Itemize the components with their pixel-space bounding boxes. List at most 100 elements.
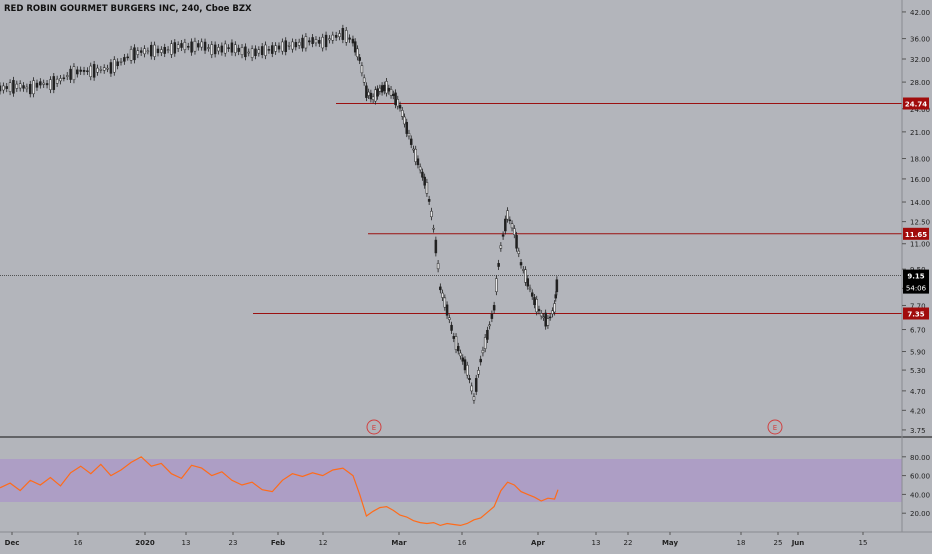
price-tick-label: 14.00: [910, 199, 930, 207]
earnings-marker-label: E: [372, 424, 376, 432]
candle-body: [497, 263, 500, 267]
candle-body: [0, 85, 2, 92]
candle-body: [190, 41, 193, 53]
candle-body: [163, 46, 166, 54]
candle-body: [8, 82, 12, 92]
candle-body: [499, 245, 503, 249]
level-price-text: 11.65: [905, 231, 927, 239]
candle-body: [146, 50, 150, 53]
candle-body: [277, 45, 281, 50]
time-tick-label: 13: [182, 539, 191, 547]
candle-body: [398, 104, 402, 109]
chart-title: RED ROBIN GOURMET BURGERS INC, 240, Cboe…: [4, 4, 252, 14]
rsi-tick-label: 60.00: [910, 473, 930, 481]
candle-body: [25, 86, 29, 90]
candle-body: [113, 59, 116, 73]
candle-body: [513, 228, 516, 235]
candle-body: [416, 158, 420, 166]
price-tick-label: 24.00: [910, 106, 930, 114]
price-tick-label: 4.70: [910, 388, 926, 396]
candle-body: [331, 34, 335, 41]
countdown-text: 54:06: [906, 285, 927, 293]
candle-body: [136, 50, 140, 55]
candle-body: [418, 166, 422, 171]
candle-body: [133, 47, 136, 61]
candle-body: [501, 234, 505, 237]
candle-body: [180, 43, 183, 48]
candle-body: [423, 176, 426, 186]
horizontal-levels[interactable]: [0, 103, 902, 315]
price-tick-label: 28.00: [910, 79, 930, 87]
candle-body: [210, 44, 214, 55]
candle-body: [59, 78, 62, 82]
candle-body: [463, 359, 467, 371]
candle-body: [42, 82, 45, 85]
candle-body: [554, 294, 558, 299]
candle-body: [430, 210, 433, 217]
candle-body: [457, 346, 460, 352]
price-tick-label: 4.20: [910, 407, 926, 415]
rsi-tick-label: 20.00: [910, 510, 930, 518]
time-tick-label: 16: [458, 539, 467, 547]
candle-body: [434, 239, 438, 254]
candle-body: [427, 199, 431, 202]
candle-body: [126, 56, 129, 59]
time-tick-label: Dec: [5, 539, 20, 547]
candle-body: [29, 84, 32, 95]
candle-body: [227, 47, 230, 49]
candle-body: [441, 292, 444, 298]
candle-body: [548, 316, 552, 319]
candle-body: [45, 83, 49, 86]
candle-body: [425, 182, 429, 194]
time-axis[interactable]: Dec 16 2020 13 23 Feb 12 Mar 16 Apr 13 22 May 18 25 Jun…: [5, 532, 868, 547]
price-tick-label: 3.75: [910, 427, 926, 435]
candle-body: [472, 396, 476, 401]
candle-body: [365, 85, 368, 98]
candle-body: [99, 69, 103, 71]
price-axis[interactable]: 42.00 36.00 32.00 28.00 24.00 21.00 18.00 16.00…: [902, 9, 930, 435]
candle-body: [508, 219, 512, 222]
candle-body: [481, 349, 485, 354]
price-tick-label: 6.70: [910, 327, 926, 335]
candle-body: [394, 92, 397, 106]
candlestick-series: [0, 24, 559, 404]
candle-body: [477, 370, 480, 375]
candle-body: [139, 50, 143, 53]
price-tick-label: 42.00: [910, 9, 930, 17]
candle-body: [301, 37, 304, 49]
price-tick-label: 11.00: [910, 241, 930, 249]
candle-body: [517, 250, 521, 254]
candle-body: [69, 68, 72, 80]
candle-body: [311, 37, 314, 44]
candle-body: [304, 36, 308, 49]
candle-body: [324, 34, 328, 48]
level-price-text: 24.74: [905, 101, 927, 109]
level-price-tag: [903, 307, 929, 320]
candle-body: [92, 64, 96, 78]
candle-body: [22, 85, 25, 89]
candle-body: [344, 30, 348, 43]
candle-body: [230, 42, 234, 53]
earnings-marker-circle[interactable]: [366, 419, 382, 435]
rsi-tick-label: 80.00: [910, 454, 930, 462]
candle-body: [173, 42, 177, 54]
level-price-tag: [903, 227, 929, 240]
candle-body: [454, 336, 458, 350]
candle-body: [376, 88, 379, 97]
candle-body: [260, 46, 264, 55]
candle-body: [39, 81, 42, 86]
candle-body: [385, 81, 388, 94]
rsi-axis[interactable]: 80.00 60.00 40.00 20.00: [902, 454, 930, 518]
time-tick-label: 16: [74, 539, 83, 547]
candle-body: [200, 41, 203, 48]
candle-body: [439, 286, 442, 291]
candle-body: [380, 85, 384, 93]
candle-body: [254, 48, 257, 57]
earnings-marker-circle[interactable]: [767, 419, 783, 435]
candle-body: [452, 336, 456, 339]
candle-body: [396, 99, 400, 107]
candle-body: [530, 292, 534, 297]
